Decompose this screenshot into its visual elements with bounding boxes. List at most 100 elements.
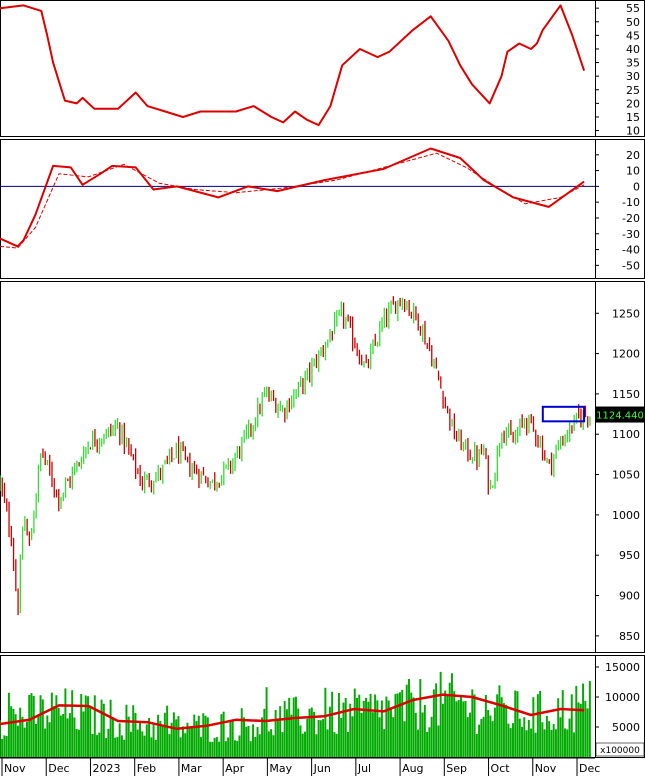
x-axis: Nov Dec 2023 Feb Mar Apr May Jun Jul Aug Sep Oct Nov…	[0, 757, 600, 776]
volume-bar	[279, 706, 282, 757]
volume-bar	[380, 700, 383, 757]
volume-bar	[365, 697, 368, 757]
volume-bar	[154, 739, 157, 757]
volume-bar	[530, 728, 533, 757]
y-tick-label: -50	[622, 259, 640, 272]
volume-bar	[367, 701, 370, 757]
y-tick-label: 10000	[605, 691, 640, 704]
volume-bar	[512, 723, 514, 757]
y-tick-label: 950	[619, 549, 640, 562]
volume-bar	[313, 711, 316, 757]
volume-bar	[446, 695, 449, 757]
y-tick-label: -30	[622, 228, 640, 241]
volume-bar	[509, 728, 512, 757]
y-tick-label: 1050	[612, 469, 640, 482]
volume-bar	[570, 694, 573, 757]
volume-bar	[333, 732, 336, 757]
volume-bar	[39, 695, 42, 757]
volume-bar	[7, 692, 10, 757]
volume-bar	[218, 741, 221, 757]
volume-bar	[127, 716, 130, 757]
volume-bar	[161, 725, 164, 757]
volume-bar	[493, 707, 496, 757]
volume-bar	[564, 728, 566, 757]
volume-bar	[258, 734, 261, 757]
volume-bar	[283, 701, 286, 757]
x-tick-label: May	[269, 762, 292, 775]
volume-bar	[68, 713, 71, 757]
y-tick-label: 45	[626, 29, 640, 42]
volume-bar	[491, 721, 494, 757]
y-tick-label: 55	[626, 2, 640, 15]
volume-bar	[525, 730, 528, 757]
volume-bar	[188, 727, 191, 757]
volume-bar	[304, 731, 306, 757]
y-tick-label: 35	[626, 57, 640, 70]
volume-bar	[184, 733, 187, 757]
y-tick-label: 900	[619, 590, 640, 603]
volume-bar	[134, 713, 137, 757]
volume-bar	[575, 685, 578, 757]
volume-bar	[41, 699, 44, 757]
volume-bar	[211, 741, 214, 757]
x-tick-label: Dec	[579, 762, 600, 775]
volume-bar	[349, 703, 352, 757]
volume-bar	[371, 712, 374, 757]
volume-bar	[276, 718, 279, 757]
volume-bar	[105, 738, 108, 757]
panel-frame-oscillator-mid	[0, 139, 645, 279]
volume-bar	[256, 727, 259, 757]
volume-bar	[231, 719, 234, 757]
y-tick-label: 15000	[605, 661, 640, 674]
volume-bar	[419, 679, 422, 757]
volume-bar	[417, 729, 420, 757]
volume-bar	[53, 706, 56, 757]
volume-bar	[233, 740, 236, 757]
volume-bar	[19, 707, 22, 757]
volume-bar	[96, 735, 99, 757]
volume-bar	[274, 709, 277, 757]
volume-bar	[487, 709, 490, 757]
volume-bar	[186, 722, 189, 757]
volume-bar	[319, 720, 322, 757]
multiplier-box	[595, 742, 645, 757]
volume-bar	[238, 735, 241, 757]
y-tick-label: -20	[622, 212, 640, 225]
volume-bar	[550, 729, 553, 757]
volume-bar	[175, 719, 178, 757]
volume-bar	[82, 711, 85, 757]
volume-bar	[306, 718, 309, 757]
volume-bar	[247, 725, 250, 757]
volume-bar	[586, 708, 589, 757]
volume-bar	[64, 688, 67, 757]
volume-bar	[450, 673, 453, 757]
volume-bar	[437, 725, 440, 757]
volume-bar	[369, 693, 372, 757]
volume-bar	[455, 701, 458, 757]
volume-bar	[44, 728, 47, 757]
volume-bar	[507, 723, 510, 757]
volume-bar	[59, 715, 62, 757]
volume-bar	[344, 697, 347, 757]
volume-bar	[299, 725, 302, 757]
volume-bar	[93, 695, 96, 757]
volume-bar	[290, 714, 293, 757]
volume-bar	[582, 683, 585, 757]
volume-bar	[484, 695, 487, 757]
volume-bar	[288, 697, 291, 757]
y-tick-label: 25	[626, 84, 640, 97]
volume-bar	[398, 692, 401, 757]
volume-bar	[412, 697, 415, 757]
volume-bar	[362, 700, 365, 757]
volume-bar	[148, 718, 151, 757]
y-tick-label: 1200	[612, 348, 640, 361]
volume-bar	[482, 716, 485, 757]
x-tick-label: Dec	[48, 762, 69, 775]
volume-bar	[89, 707, 92, 757]
volume-bar	[30, 693, 33, 757]
volume-bar	[405, 684, 408, 757]
volume-bar	[120, 735, 123, 757]
